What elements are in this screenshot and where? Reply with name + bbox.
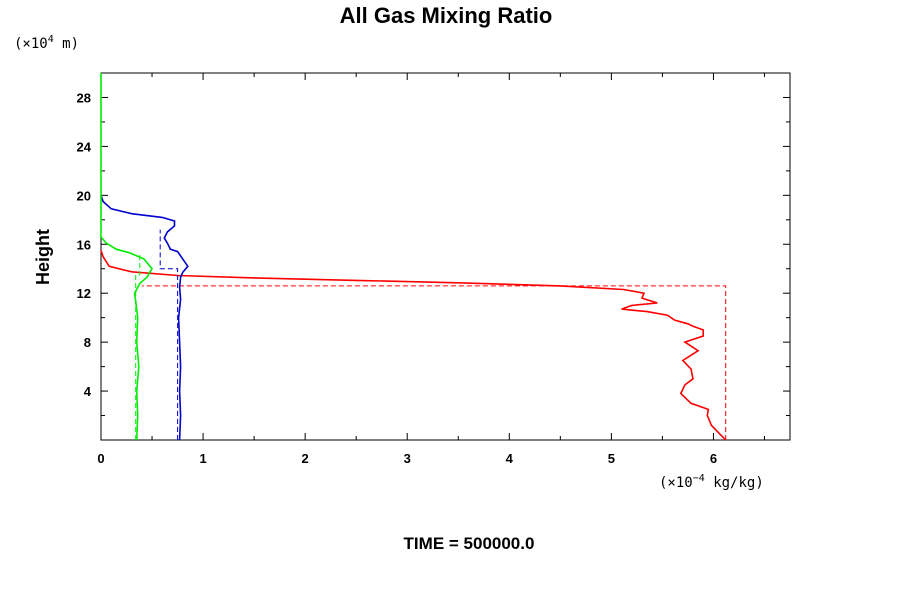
x-tick-label: 0	[97, 451, 104, 466]
y-unit-label: (×104 m)	[14, 34, 79, 52]
y-tick-label: 12	[77, 286, 91, 301]
time-footer: TIME = 500000.0	[404, 534, 535, 553]
x-unit-exponent: −4	[693, 473, 705, 484]
y-tick-label: 16	[77, 237, 91, 252]
x-tick-label: 6	[710, 451, 717, 466]
x-tick-label: 5	[608, 451, 615, 466]
y-axis-label: Height	[33, 229, 53, 285]
x-tick-label: 2	[302, 451, 309, 466]
y-unit-exponent: 4	[48, 34, 54, 45]
blue-solid-series-line	[100, 195, 189, 441]
x-tick-label: 3	[404, 451, 411, 466]
x-tick-label: 4	[506, 451, 514, 466]
green-dashed-series-line	[135, 254, 141, 440]
chart-title: All Gas Mixing Ratio	[340, 3, 553, 28]
red-solid-series-line	[100, 250, 727, 441]
y-tick-label: 28	[77, 90, 91, 105]
x-unit-label: (×10−4 kg/kg)	[659, 473, 764, 491]
y-tick-label: 8	[84, 335, 91, 350]
blue-dashed-series-line	[159, 229, 179, 440]
x-tick-label: 1	[199, 451, 206, 466]
plot-frame	[100, 72, 791, 441]
green-solid-series-line	[100, 73, 153, 441]
y-tick-label: 20	[77, 188, 91, 203]
red-dashed-series-line	[141, 285, 727, 440]
y-tick-label: 24	[77, 139, 92, 154]
y-tick-label: 4	[84, 384, 92, 399]
